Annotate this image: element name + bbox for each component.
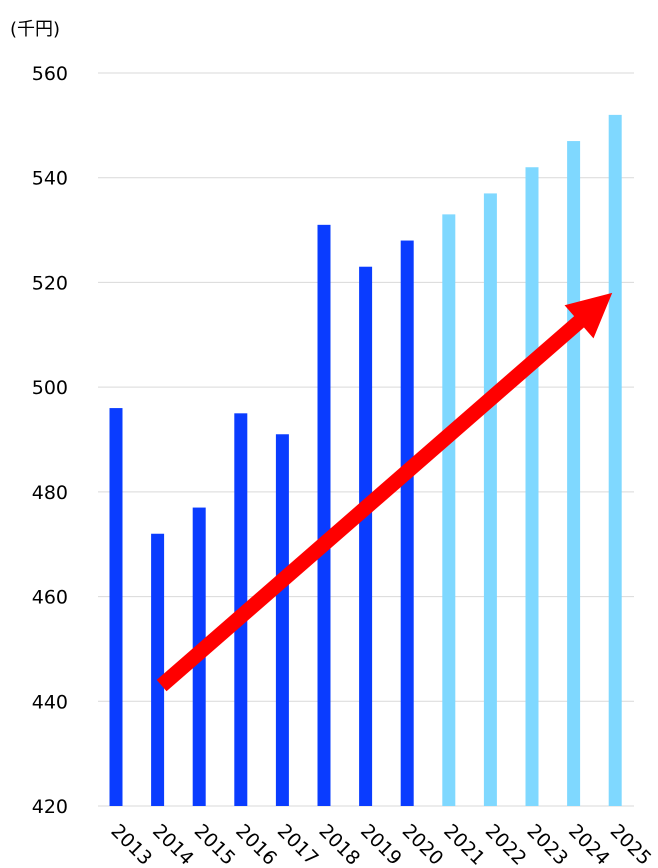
bar-2019: [359, 266, 373, 806]
x-tick-label: 2016: [231, 820, 281, 868]
bar-2014: [151, 533, 165, 806]
y-tick-label: 520: [32, 272, 68, 294]
x-tick-label: 2013: [106, 820, 156, 868]
x-axis-ticks: 2013201420152016201720182019202020212022…: [106, 820, 655, 868]
bar-2025: [608, 114, 622, 806]
bar-2017: [275, 434, 289, 806]
bar-2020: [400, 240, 414, 807]
trend-arrow-shaft: [156, 314, 586, 692]
y-axis-unit-label: (千円): [10, 19, 60, 40]
bar-2022: [483, 193, 497, 806]
x-tick-label: 2024: [564, 820, 614, 868]
x-tick-label: 2021: [439, 820, 489, 868]
bar-2018: [317, 224, 331, 807]
y-tick-label: 440: [32, 691, 68, 713]
x-tick-label: 2023: [522, 820, 572, 868]
bar-2013: [109, 408, 123, 806]
x-tick-label: 2017: [273, 820, 323, 868]
y-tick-label: 500: [32, 377, 68, 399]
x-tick-label: 2018: [314, 820, 364, 868]
x-tick-label: 2015: [190, 820, 240, 868]
bar-2024: [567, 141, 581, 807]
bar-2021: [442, 214, 456, 807]
bar-2023: [525, 167, 539, 806]
bars: [109, 114, 622, 807]
x-tick-label: 2025: [606, 820, 656, 868]
y-axis-ticks: 420 440 460 480 500 520 540 560: [32, 63, 68, 818]
y-tick-label: 560: [32, 63, 68, 85]
y-tick-label: 420: [32, 796, 68, 818]
trend-arrow: [156, 292, 613, 692]
y-tick-label: 460: [32, 587, 68, 609]
y-tick-label: 480: [32, 482, 68, 504]
trend-arrow-head: [564, 292, 613, 339]
x-tick-label: 2022: [481, 820, 531, 868]
x-tick-label: 2019: [356, 820, 406, 868]
x-tick-label: 2014: [148, 820, 198, 868]
y-tick-label: 540: [32, 168, 68, 190]
x-tick-label: 2020: [398, 820, 448, 868]
